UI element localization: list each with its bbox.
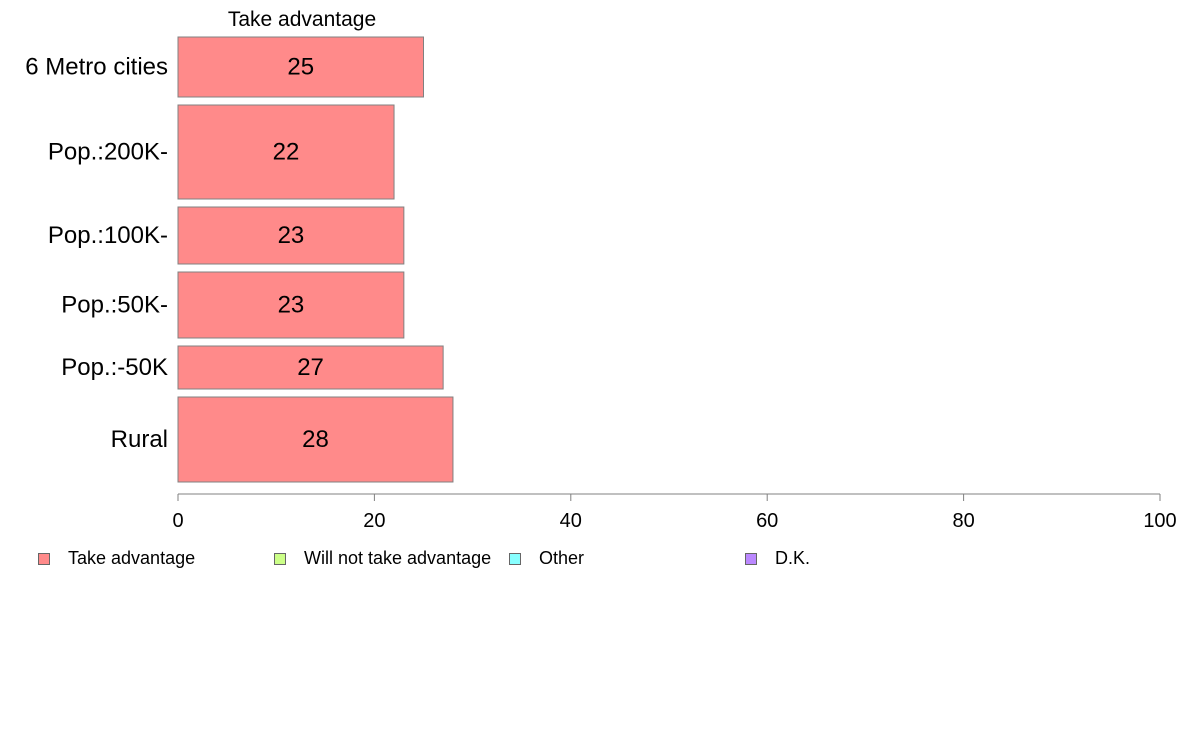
bar-pop-50k — [177, 345, 444, 390]
category-label-pop-100k: Pop.:100K- — [48, 222, 168, 249]
category-label-6-metro-cities: 6 Metro cities — [25, 54, 168, 81]
bar-pop-200k — [177, 104, 395, 200]
x-tick-label-0: 0 — [172, 510, 183, 532]
bar-6-metro-cities — [177, 36, 424, 98]
bars-group: 6 Metro cities 25 Pop.:200K- 22 Pop.:100K- 23… — [25, 36, 454, 483]
category-label-rural: Rural — [111, 426, 168, 453]
legend-label-dk: D.K. — [775, 548, 811, 568]
legend: Take advantage Will not take advantage O… — [38, 548, 1138, 570]
category-label-pop-50k: Pop.:50K- — [61, 292, 168, 319]
legend-swatch-take-advantage — [38, 552, 50, 565]
x-axis: 0 20 40 60 80 100 — [172, 493, 1177, 532]
legend-label-will-not-take-advantage: Will not take advantage — [304, 548, 492, 568]
value-label-rural: 28 — [302, 426, 329, 453]
value-label-pop-200k: 22 — [273, 139, 300, 166]
legend-item-dk: D.K. — [745, 548, 810, 569]
legend-item-other: Other — [509, 548, 584, 569]
category-label-pop-50k: Pop.:-50K — [61, 354, 168, 381]
value-label-pop-100k: 23 — [278, 222, 305, 249]
legend-label-other: Other — [539, 548, 585, 568]
x-tick-label-40: 40 — [560, 510, 582, 532]
legend-item-will-not-take-advantage: Will not take advantage — [274, 548, 491, 569]
legend-item-take-advantage: Take advantage — [38, 548, 195, 569]
category-label-pop-200k: Pop.:200K- — [48, 139, 168, 166]
x-tick-label-20: 20 — [363, 510, 385, 532]
legend-swatch-other — [509, 552, 521, 565]
panel-title: Take advantage — [228, 8, 376, 31]
value-label-6-metro-cities: 25 — [287, 54, 314, 81]
value-label-pop-50k: 23 — [278, 292, 305, 319]
legend-label-take-advantage: Take advantage — [68, 548, 196, 568]
bar-pop-100k — [177, 206, 405, 265]
value-label-pop-50k: 27 — [297, 354, 324, 381]
legend-swatch-will-not-take-advantage — [274, 552, 286, 565]
x-tick-label-60: 60 — [756, 510, 778, 532]
x-tick-label-100: 100 — [1143, 510, 1176, 532]
legend-swatch-dk — [745, 552, 757, 565]
bar-pop-50k — [177, 271, 405, 339]
x-tick-label-80: 80 — [952, 510, 974, 532]
bar-rural — [177, 396, 454, 483]
